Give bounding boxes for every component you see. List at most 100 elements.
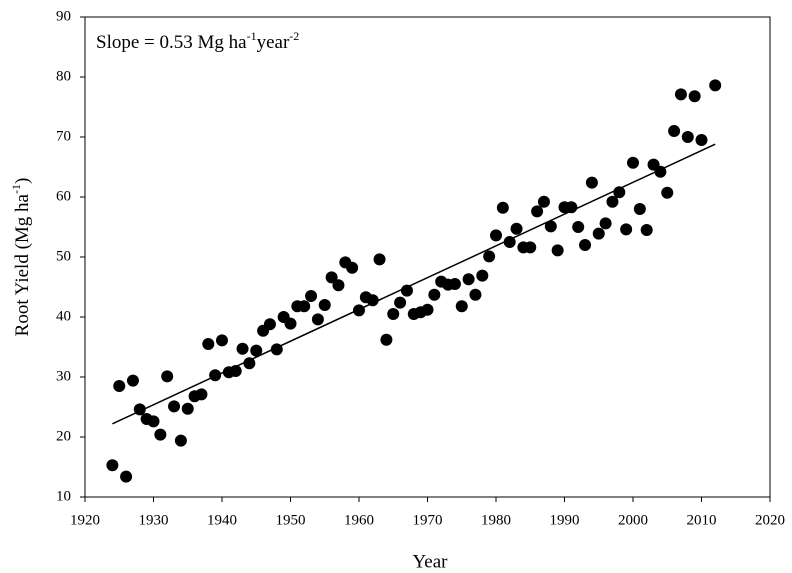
data-point	[599, 217, 612, 230]
data-point	[640, 224, 653, 236]
x-tick-label: 1930	[139, 512, 169, 528]
note-text: year	[257, 32, 290, 53]
x-tick-label: 1940	[207, 512, 237, 528]
data-point	[524, 241, 537, 254]
data-point	[168, 400, 181, 413]
y-title-sup: -1	[9, 184, 23, 194]
data-point	[394, 296, 407, 309]
data-point	[674, 88, 687, 101]
y-tick-label: 30	[56, 368, 71, 384]
data-point	[695, 134, 708, 146]
x-tick-label: 2020	[755, 512, 785, 528]
data-point	[346, 261, 359, 274]
data-point	[332, 279, 345, 292]
x-tick-label: 2010	[687, 512, 717, 528]
x-tick-label: 1980	[481, 512, 511, 528]
x-axis-title: Year	[412, 551, 448, 572]
note-text: Slope = 0.53 Mg ha	[96, 32, 247, 53]
data-point	[496, 201, 509, 214]
data-point	[476, 269, 489, 282]
data-point	[585, 176, 598, 189]
data-point	[229, 365, 242, 377]
data-point	[462, 273, 475, 286]
plot-frame	[84, 16, 771, 498]
data-point	[627, 156, 639, 169]
data-point	[353, 304, 365, 317]
data-point	[400, 284, 413, 297]
data-point	[709, 79, 722, 92]
data-point	[688, 90, 701, 103]
data-point	[318, 299, 331, 311]
y-tick-label: 50	[56, 248, 71, 264]
note-sup: -2	[289, 29, 299, 43]
data-point	[263, 318, 276, 331]
data-point	[202, 338, 215, 350]
data-point	[579, 239, 592, 251]
note-sup: -1	[247, 29, 257, 43]
data-point	[154, 428, 167, 441]
data-point	[428, 288, 441, 301]
data-point	[544, 220, 557, 233]
data-point	[421, 303, 434, 316]
y-title-text: )	[12, 178, 33, 184]
data-point	[209, 369, 222, 382]
x-tick-label: 2000	[618, 512, 648, 528]
data-point	[668, 125, 681, 137]
data-point	[284, 317, 297, 330]
data-point	[681, 131, 694, 143]
y-tick-label: 80	[56, 68, 71, 84]
data-point	[654, 165, 667, 178]
y-tick-label: 40	[56, 308, 71, 324]
data-point	[565, 201, 578, 214]
y-axis-title: Root Yield (Mg ha-1)	[9, 178, 34, 337]
data-point	[120, 470, 133, 483]
y-tick-label: 70	[56, 128, 71, 144]
slope-annotation: Slope = 0.53 Mg ha-1year-2	[96, 29, 299, 54]
data-point	[387, 308, 400, 320]
data-point	[606, 195, 619, 208]
data-point	[106, 459, 119, 472]
x-tick-label: 1920	[70, 512, 100, 528]
data-point	[298, 300, 311, 313]
data-point	[250, 344, 263, 357]
data-point	[469, 288, 482, 301]
data-point	[620, 223, 633, 236]
x-tick-label: 1990	[550, 512, 580, 528]
y-tick-label: 90	[56, 8, 71, 24]
data-point	[216, 334, 228, 347]
data-point	[613, 186, 626, 199]
data-point	[455, 300, 468, 313]
data-point	[174, 434, 187, 447]
data-point	[633, 203, 646, 215]
data-point	[661, 186, 674, 199]
x-tick-label: 1950	[276, 512, 306, 528]
data-point	[366, 294, 379, 307]
data-point	[236, 342, 249, 355]
data-point	[181, 402, 194, 415]
data-point	[510, 222, 523, 235]
data-point	[161, 370, 174, 383]
trend-line	[112, 143, 716, 425]
data-point	[551, 244, 564, 257]
data-point	[325, 271, 338, 284]
data-point	[147, 415, 160, 428]
data-point	[483, 250, 496, 263]
y-tick-label: 10	[56, 488, 71, 504]
data-point	[113, 380, 126, 392]
data-point	[243, 357, 256, 370]
data-point	[311, 313, 324, 326]
data-point	[490, 229, 502, 242]
data-point	[380, 333, 393, 346]
data-point	[373, 253, 386, 266]
data-point	[448, 278, 461, 290]
data-point	[270, 343, 283, 356]
data-point	[572, 221, 585, 233]
x-tick-label: 1970	[413, 512, 443, 528]
data-point	[537, 195, 550, 208]
y-tick-label: 60	[56, 188, 71, 204]
data-point	[133, 403, 146, 416]
data-point	[305, 290, 318, 302]
y-tick-label: 20	[56, 428, 71, 444]
